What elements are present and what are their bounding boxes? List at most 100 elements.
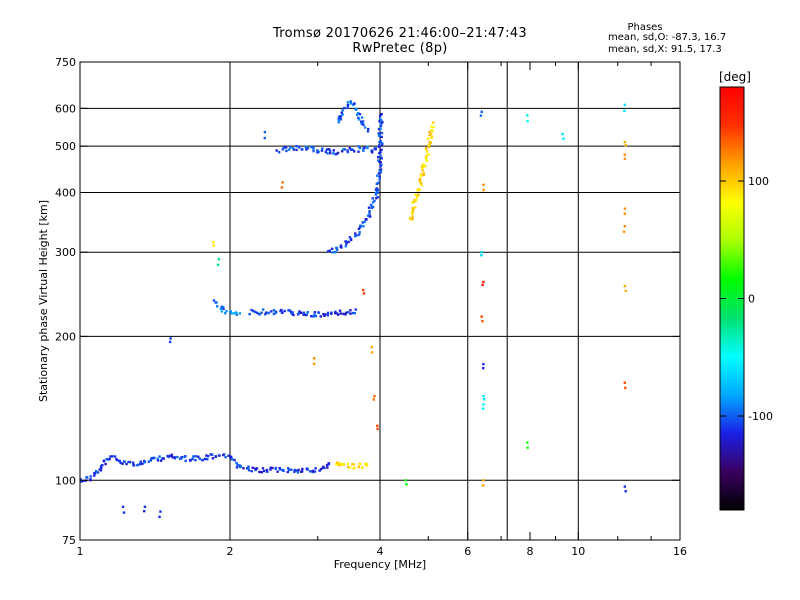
data-point (350, 148, 353, 151)
data-point (432, 125, 435, 129)
data-point (121, 462, 124, 465)
data-point (153, 456, 156, 460)
data-point (192, 455, 195, 458)
data-point (482, 362, 485, 366)
data-point (348, 236, 352, 239)
data-point (306, 310, 309, 314)
data-point (280, 311, 284, 314)
data-point (323, 314, 326, 317)
y-tick-label: 600 (55, 102, 76, 115)
y-tick-label: 100 (55, 474, 76, 487)
data-point (376, 188, 380, 191)
data-point (379, 127, 382, 130)
data-point (357, 465, 360, 469)
data-point (173, 456, 177, 459)
data-point (427, 145, 431, 149)
data-point (206, 458, 209, 461)
data-point (255, 467, 259, 470)
data-point (251, 466, 254, 469)
data-point (338, 464, 341, 467)
data-point (355, 113, 359, 116)
data-point (319, 468, 323, 471)
data-point (295, 148, 298, 152)
data-point (143, 461, 147, 464)
data-point (482, 188, 485, 192)
data-point (430, 136, 434, 139)
data-point (346, 462, 349, 466)
data-point (366, 145, 369, 148)
data-point (349, 309, 352, 312)
data-point (379, 124, 383, 127)
data-point (183, 455, 186, 459)
data-point (247, 465, 250, 468)
data-point (220, 305, 224, 308)
data-point (334, 310, 337, 314)
data-point (89, 475, 92, 478)
data-point (338, 309, 342, 312)
data-point (277, 151, 281, 154)
data-point (276, 470, 279, 473)
data-point (378, 143, 381, 147)
data-point (346, 101, 350, 104)
data-point (162, 457, 165, 460)
data-point (428, 133, 431, 137)
data-point (221, 306, 225, 309)
data-point (295, 144, 298, 148)
data-point (236, 463, 239, 466)
data-point (419, 174, 423, 177)
data-point (624, 144, 627, 147)
data-point (328, 249, 331, 252)
data-point (118, 459, 121, 463)
data-point (326, 311, 330, 315)
data-point (102, 459, 106, 462)
y-axis-label: Stationary phase Virtual Height [km] (37, 200, 50, 402)
data-point (377, 181, 380, 185)
data-point (378, 117, 382, 120)
data-point (351, 311, 355, 315)
data-point (482, 366, 485, 370)
data-point (411, 217, 414, 221)
data-point (354, 108, 358, 111)
data-point (341, 113, 344, 116)
data-point (429, 133, 433, 136)
data-point (481, 407, 485, 410)
data-point (358, 146, 362, 150)
data-point (370, 345, 373, 349)
data-point (368, 212, 371, 215)
data-point (156, 457, 159, 461)
data-point (404, 479, 407, 482)
data-point (101, 463, 104, 467)
data-point (380, 141, 384, 145)
colorbar-tick-label: 100 (748, 175, 769, 188)
data-point (176, 455, 179, 459)
data-point (422, 172, 426, 175)
data-point (364, 218, 367, 221)
data-point (224, 455, 227, 459)
data-point (370, 351, 374, 354)
data-point (125, 462, 128, 466)
data-point (526, 446, 529, 449)
x-tick-label: 6 (464, 545, 471, 558)
data-point (339, 118, 343, 121)
data-point (418, 179, 421, 182)
data-point (242, 467, 245, 470)
data-point (482, 397, 486, 401)
data-point (139, 462, 142, 466)
data-point (377, 172, 381, 175)
data-point (340, 150, 344, 153)
data-point (374, 191, 377, 195)
data-point (161, 457, 164, 460)
data-point (482, 394, 485, 398)
data-point (348, 466, 352, 469)
data-point (297, 312, 301, 315)
data-point (354, 232, 357, 235)
data-point (357, 111, 360, 115)
data-point (312, 357, 316, 360)
data-point (416, 189, 419, 192)
data-point (111, 455, 114, 458)
data-point (379, 154, 382, 158)
data-point (230, 312, 234, 315)
data-point (373, 394, 376, 398)
data-point (80, 480, 83, 483)
data-point (217, 454, 221, 457)
